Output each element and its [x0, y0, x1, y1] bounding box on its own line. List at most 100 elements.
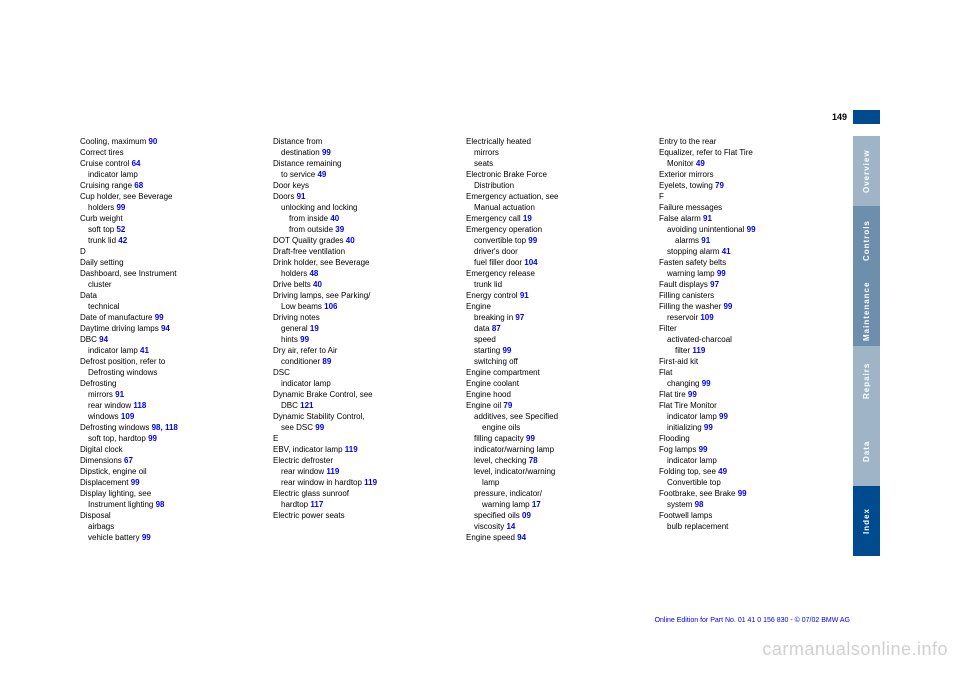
index-page-link[interactable]: 99: [142, 533, 151, 542]
index-page-link[interactable]: 19: [523, 214, 532, 223]
index-page-link[interactable]: 99: [300, 335, 309, 344]
index-page-link[interactable]: 64: [132, 159, 141, 168]
index-entry[interactable]: see DSC 99: [273, 422, 454, 433]
index-page-link[interactable]: 79: [503, 401, 512, 410]
index-page-link[interactable]: 109: [700, 313, 713, 322]
index-entry[interactable]: from inside 40: [273, 213, 454, 224]
index-page-link[interactable]: 106: [324, 302, 337, 311]
index-entry[interactable]: Folding top, see 49: [659, 466, 840, 477]
index-page-link[interactable]: 68: [134, 181, 143, 190]
index-entry[interactable]: destination 99: [273, 147, 454, 158]
index-page-link[interactable]: 99: [322, 148, 331, 157]
index-page-link[interactable]: 40: [346, 236, 355, 245]
index-entry[interactable]: warning lamp 17: [466, 499, 647, 510]
index-page-link[interactable]: 99: [699, 445, 708, 454]
index-entry[interactable]: DBC 121: [273, 400, 454, 411]
index-page-link[interactable]: 39: [335, 225, 344, 234]
index-entry[interactable]: Engine oil 79: [466, 400, 647, 411]
index-entry[interactable]: filling capacity 99: [466, 433, 647, 444]
index-entry[interactable]: Cruise control 64: [80, 158, 261, 169]
index-entry[interactable]: Instrument lighting 98: [80, 499, 261, 510]
index-entry[interactable]: viscosity 14: [466, 521, 647, 532]
index-entry[interactable]: convertible top 99: [466, 235, 647, 246]
index-page-link[interactable]: 99: [717, 269, 726, 278]
index-page-link[interactable]: 17: [532, 500, 541, 509]
index-entry[interactable]: Emergency call 19: [466, 213, 647, 224]
index-page-link[interactable]: 119: [326, 467, 339, 476]
index-entry[interactable]: specified oils 09: [466, 510, 647, 521]
index-page-link[interactable]: 41: [722, 247, 731, 256]
index-page-link[interactable]: 41: [140, 346, 149, 355]
index-page-link[interactable]: 99: [719, 412, 728, 421]
tab-repairs[interactable]: Repairs: [853, 346, 880, 416]
index-entry[interactable]: Doors 91: [273, 191, 454, 202]
index-page-link[interactable]: 98, 118: [152, 423, 178, 432]
index-page-link[interactable]: 79: [715, 181, 724, 190]
index-entry[interactable]: filter 119: [659, 345, 840, 356]
index-page-link[interactable]: 48: [309, 269, 318, 278]
index-page-link[interactable]: 99: [723, 302, 732, 311]
tab-controls[interactable]: Controls: [853, 206, 880, 276]
index-page-link[interactable]: 99: [155, 313, 164, 322]
index-entry[interactable]: holders 48: [273, 268, 454, 279]
index-page-link[interactable]: 97: [710, 280, 719, 289]
index-entry[interactable]: Fog lamps 99: [659, 444, 840, 455]
index-entry[interactable]: Low beams 106: [273, 301, 454, 312]
index-page-link[interactable]: 99: [131, 478, 140, 487]
index-page-link[interactable]: 99: [702, 379, 711, 388]
index-page-link[interactable]: 99: [502, 346, 511, 355]
index-entry[interactable]: holders 99: [80, 202, 261, 213]
index-entry[interactable]: DBC 94: [80, 334, 261, 345]
index-page-link[interactable]: 19: [310, 324, 319, 333]
index-page-link[interactable]: 94: [517, 533, 526, 542]
index-entry[interactable]: Cooling, maximum 90: [80, 136, 261, 147]
index-page-link[interactable]: 99: [747, 225, 756, 234]
index-page-link[interactable]: 119: [345, 445, 358, 454]
index-entry[interactable]: Eyelets, towing 79: [659, 180, 840, 191]
index-entry[interactable]: Displacement 99: [80, 477, 261, 488]
index-entry[interactable]: rear window 119: [273, 466, 454, 477]
index-page-link[interactable]: 99: [116, 203, 125, 212]
index-entry[interactable]: windows 109: [80, 411, 261, 422]
index-entry[interactable]: general 19: [273, 323, 454, 334]
index-page-link[interactable]: 99: [688, 390, 697, 399]
index-entry[interactable]: trunk lid 42: [80, 235, 261, 246]
index-entry[interactable]: fuel filler door 104: [466, 257, 647, 268]
index-entry[interactable]: Dimensions 67: [80, 455, 261, 466]
index-entry[interactable]: hardtop 117: [273, 499, 454, 510]
index-entry[interactable]: avoiding unintentional 99: [659, 224, 840, 235]
index-entry[interactable]: data 87: [466, 323, 647, 334]
index-entry[interactable]: changing 99: [659, 378, 840, 389]
index-page-link[interactable]: 87: [492, 324, 501, 333]
tab-overview[interactable]: Overview: [853, 136, 880, 206]
index-entry[interactable]: Engine speed 94: [466, 532, 647, 543]
index-entry[interactable]: system 98: [659, 499, 840, 510]
index-page-link[interactable]: 109: [121, 412, 134, 421]
index-entry[interactable]: soft top, hardtop 99: [80, 433, 261, 444]
index-entry[interactable]: rear window 118: [80, 400, 261, 411]
index-page-link[interactable]: 104: [524, 258, 537, 267]
index-page-link[interactable]: 90: [148, 137, 157, 146]
index-entry[interactable]: Flat tire 99: [659, 389, 840, 400]
index-entry[interactable]: soft top 52: [80, 224, 261, 235]
index-page-link[interactable]: 49: [718, 467, 727, 476]
index-page-link[interactable]: 97: [515, 313, 524, 322]
index-entry[interactable]: Cruising range 68: [80, 180, 261, 191]
index-page-link[interactable]: 40: [313, 280, 322, 289]
index-entry[interactable]: conditioner 89: [273, 356, 454, 367]
index-entry[interactable]: warning lamp 99: [659, 268, 840, 279]
index-page-link[interactable]: 40: [330, 214, 339, 223]
index-page-link[interactable]: 94: [99, 335, 108, 344]
index-entry[interactable]: from outside 39: [273, 224, 454, 235]
index-entry[interactable]: stopping alarm 41: [659, 246, 840, 257]
index-page-link[interactable]: 99: [148, 434, 157, 443]
index-entry[interactable]: Footbrake, see Brake 99: [659, 488, 840, 499]
index-entry[interactable]: to service 49: [273, 169, 454, 180]
index-entry[interactable]: reservoir 109: [659, 312, 840, 323]
index-page-link[interactable]: 52: [116, 225, 125, 234]
index-page-link[interactable]: 99: [738, 489, 747, 498]
index-page-link[interactable]: 99: [704, 423, 713, 432]
index-entry[interactable]: level, checking 78: [466, 455, 647, 466]
index-entry[interactable]: vehicle battery 99: [80, 532, 261, 543]
index-entry[interactable]: rear window in hardtop 119: [273, 477, 454, 488]
